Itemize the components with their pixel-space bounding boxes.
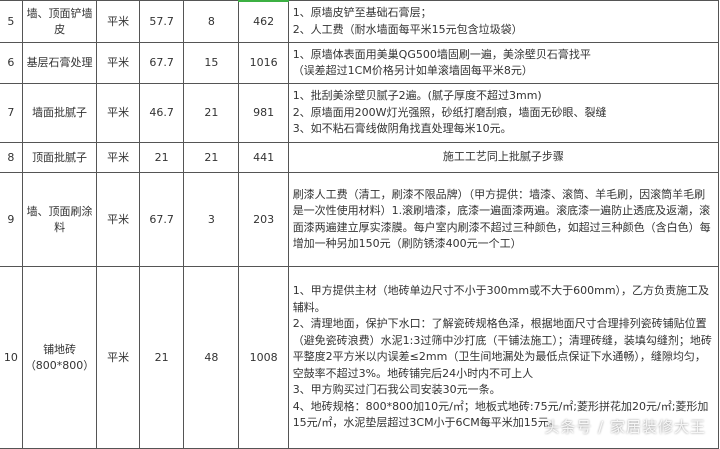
watermark: 头条号 / 家居装修大王	[544, 418, 706, 436]
unit-cell[interactable]: 平米	[96, 42, 140, 84]
description-line: 1、甲方提供主材（地砖单边尺寸不小于300mm或不大于600mm），乙方负责施工…	[292, 284, 710, 314]
unit-price-cell[interactable]: 3	[183, 172, 240, 267]
description-line: 施工工艺同上批腻子步骤	[442, 150, 564, 164]
unit-cell[interactable]: 平米	[96, 0, 140, 43]
unit-cell[interactable]: 平米	[96, 83, 140, 143]
row-number-cell[interactable]: 10	[0, 266, 23, 449]
description-line: 1、原墙体表面用美巢QG500墙固刷一遍，美涂壁贝石膏找平	[292, 47, 591, 61]
table-row: 10 铺地砖（800*800） 平米 21 48 1008 1、甲方提供主材（地砖单边尺寸不…	[0, 266, 720, 449]
description-line: 1、原墙皮铲至基础石膏层；	[292, 6, 432, 19]
description-line: 3、如不粘石膏线做阴角找直处理每米10元。	[292, 122, 512, 136]
description-cell[interactable]: 施工工艺同上批腻子步骤	[287, 142, 720, 173]
description-line: 刷漆人工费（清工，刷漆不限品牌）（甲方提供：墙漆、滚筒、羊毛刷，因滚筒羊毛刷是一…	[292, 187, 711, 251]
table-row: 6 基层石膏处理 平米 67.7 15 1016 1、原墙体表面用美巢QG500墙固刷一遍，…	[0, 42, 720, 84]
table-row: 7 墙面批腻子 平米 46.7 21 981 1、批刮美涂壁贝腻子2遍。(腻子厚度不超过3m…	[0, 83, 720, 143]
total-price-cell[interactable]: 1008	[238, 266, 289, 449]
unit-price-cell[interactable]: 8	[183, 0, 240, 43]
description-line: 2、人工费（耐水墙面每平米15元包含垃圾袋）	[292, 22, 523, 36]
row-number-cell[interactable]: 5	[0, 0, 23, 43]
item-name-cell[interactable]: 墙、顶面铲墙皮	[21, 0, 98, 43]
description-cell[interactable]: 1、批刮美涂壁贝腻子2遍。(腻子厚度不超过3mm) 2、原墙面用200W灯光强照，…	[287, 83, 720, 143]
unit-cell[interactable]: 平米	[96, 172, 140, 267]
table-row: 5 墙、顶面铲墙皮 平米 57.7 8 462 1、原墙皮铲至基础石膏层； 2、人工费（耐水墙…	[0, 0, 720, 43]
unit-price-cell[interactable]: 21	[183, 83, 240, 143]
description-line: 3、甲方购买过门石我公司安装30元一条。	[292, 383, 501, 397]
description-cell[interactable]: 刷漆人工费（清工，刷漆不限品牌）（甲方提供：墙漆、滚筒、羊毛刷，因滚筒羊毛刷是一…	[287, 172, 720, 267]
row-number-cell[interactable]: 7	[0, 83, 23, 143]
description-line: 2、原墙面用200W灯光强照，砂纸打磨刮痕，墙面无砂眼、裂缝	[292, 105, 607, 119]
item-name-cell[interactable]: 顶面批腻子	[21, 142, 98, 173]
unit-cell[interactable]: 平米	[96, 142, 140, 173]
description-cell[interactable]: 1、甲方提供主材（地砖单边尺寸不小于300mm或不大于600mm），乙方负责施工…	[287, 266, 720, 449]
total-price-cell[interactable]: 203	[238, 172, 289, 267]
item-name-cell[interactable]: 铺地砖（800*800）	[21, 266, 98, 449]
quantity-cell[interactable]: 21	[138, 142, 185, 173]
description-line: 1、批刮美涂壁贝腻子2遍。(腻子厚度不超过3mm)	[292, 89, 542, 103]
quantity-cell[interactable]: 46.7	[138, 83, 185, 143]
description-line: （误差超过1CM价格另计如单滚墙固每平米8元）	[292, 64, 533, 77]
row-number-cell[interactable]: 6	[0, 42, 23, 84]
total-price-cell[interactable]: 441	[238, 142, 289, 173]
quantity-cell[interactable]: 67.7	[138, 42, 185, 84]
unit-price-cell[interactable]: 21	[183, 142, 240, 173]
item-name-cell[interactable]: 墙面批腻子	[21, 83, 98, 143]
description-line: 4、地砖规格：800*800加10元/㎡；地板式地砖:75元/㎡;菱形拼花加20…	[292, 399, 709, 430]
item-name-cell[interactable]: 基层石膏处理	[21, 42, 98, 84]
table-row: 9 墙、顶面刷涂料 平米 67.7 3 203 刷漆人工费（清工，刷漆不限品牌）（甲方提供：…	[0, 172, 720, 267]
total-price-cell[interactable]: 462	[238, 0, 289, 43]
total-price-cell[interactable]: 981	[238, 83, 289, 143]
unit-price-cell[interactable]: 15	[183, 42, 240, 84]
row-number-cell[interactable]: 9	[0, 172, 23, 267]
row-number-cell[interactable]: 8	[0, 142, 23, 173]
unit-cell[interactable]: 平米	[96, 266, 140, 449]
total-price-cell[interactable]: 1016	[238, 42, 289, 84]
description-line: 2、清理地面，保护下水口：了解瓷砖规格色泽，根据地面尺寸合理排列瓷砖铺贴位置（避…	[292, 317, 712, 380]
description-cell[interactable]: 1、原墙体表面用美巢QG500墙固刷一遍，美涂壁贝石膏找平 （误差超过1CM价格另…	[287, 42, 720, 84]
item-name-cell[interactable]: 墙、顶面刷涂料	[21, 172, 98, 267]
unit-price-cell[interactable]: 48	[183, 266, 240, 449]
description-cell[interactable]: 1、原墙皮铲至基础石膏层； 2、人工费（耐水墙面每平米15元包含垃圾袋）	[287, 0, 720, 43]
quantity-cell[interactable]: 21	[138, 266, 185, 449]
quantity-cell[interactable]: 67.7	[138, 172, 185, 267]
table-row: 8 顶面批腻子 平米 21 21 441 施工工艺同上批腻子步骤	[0, 142, 720, 173]
quantity-cell[interactable]: 57.7	[138, 0, 185, 43]
